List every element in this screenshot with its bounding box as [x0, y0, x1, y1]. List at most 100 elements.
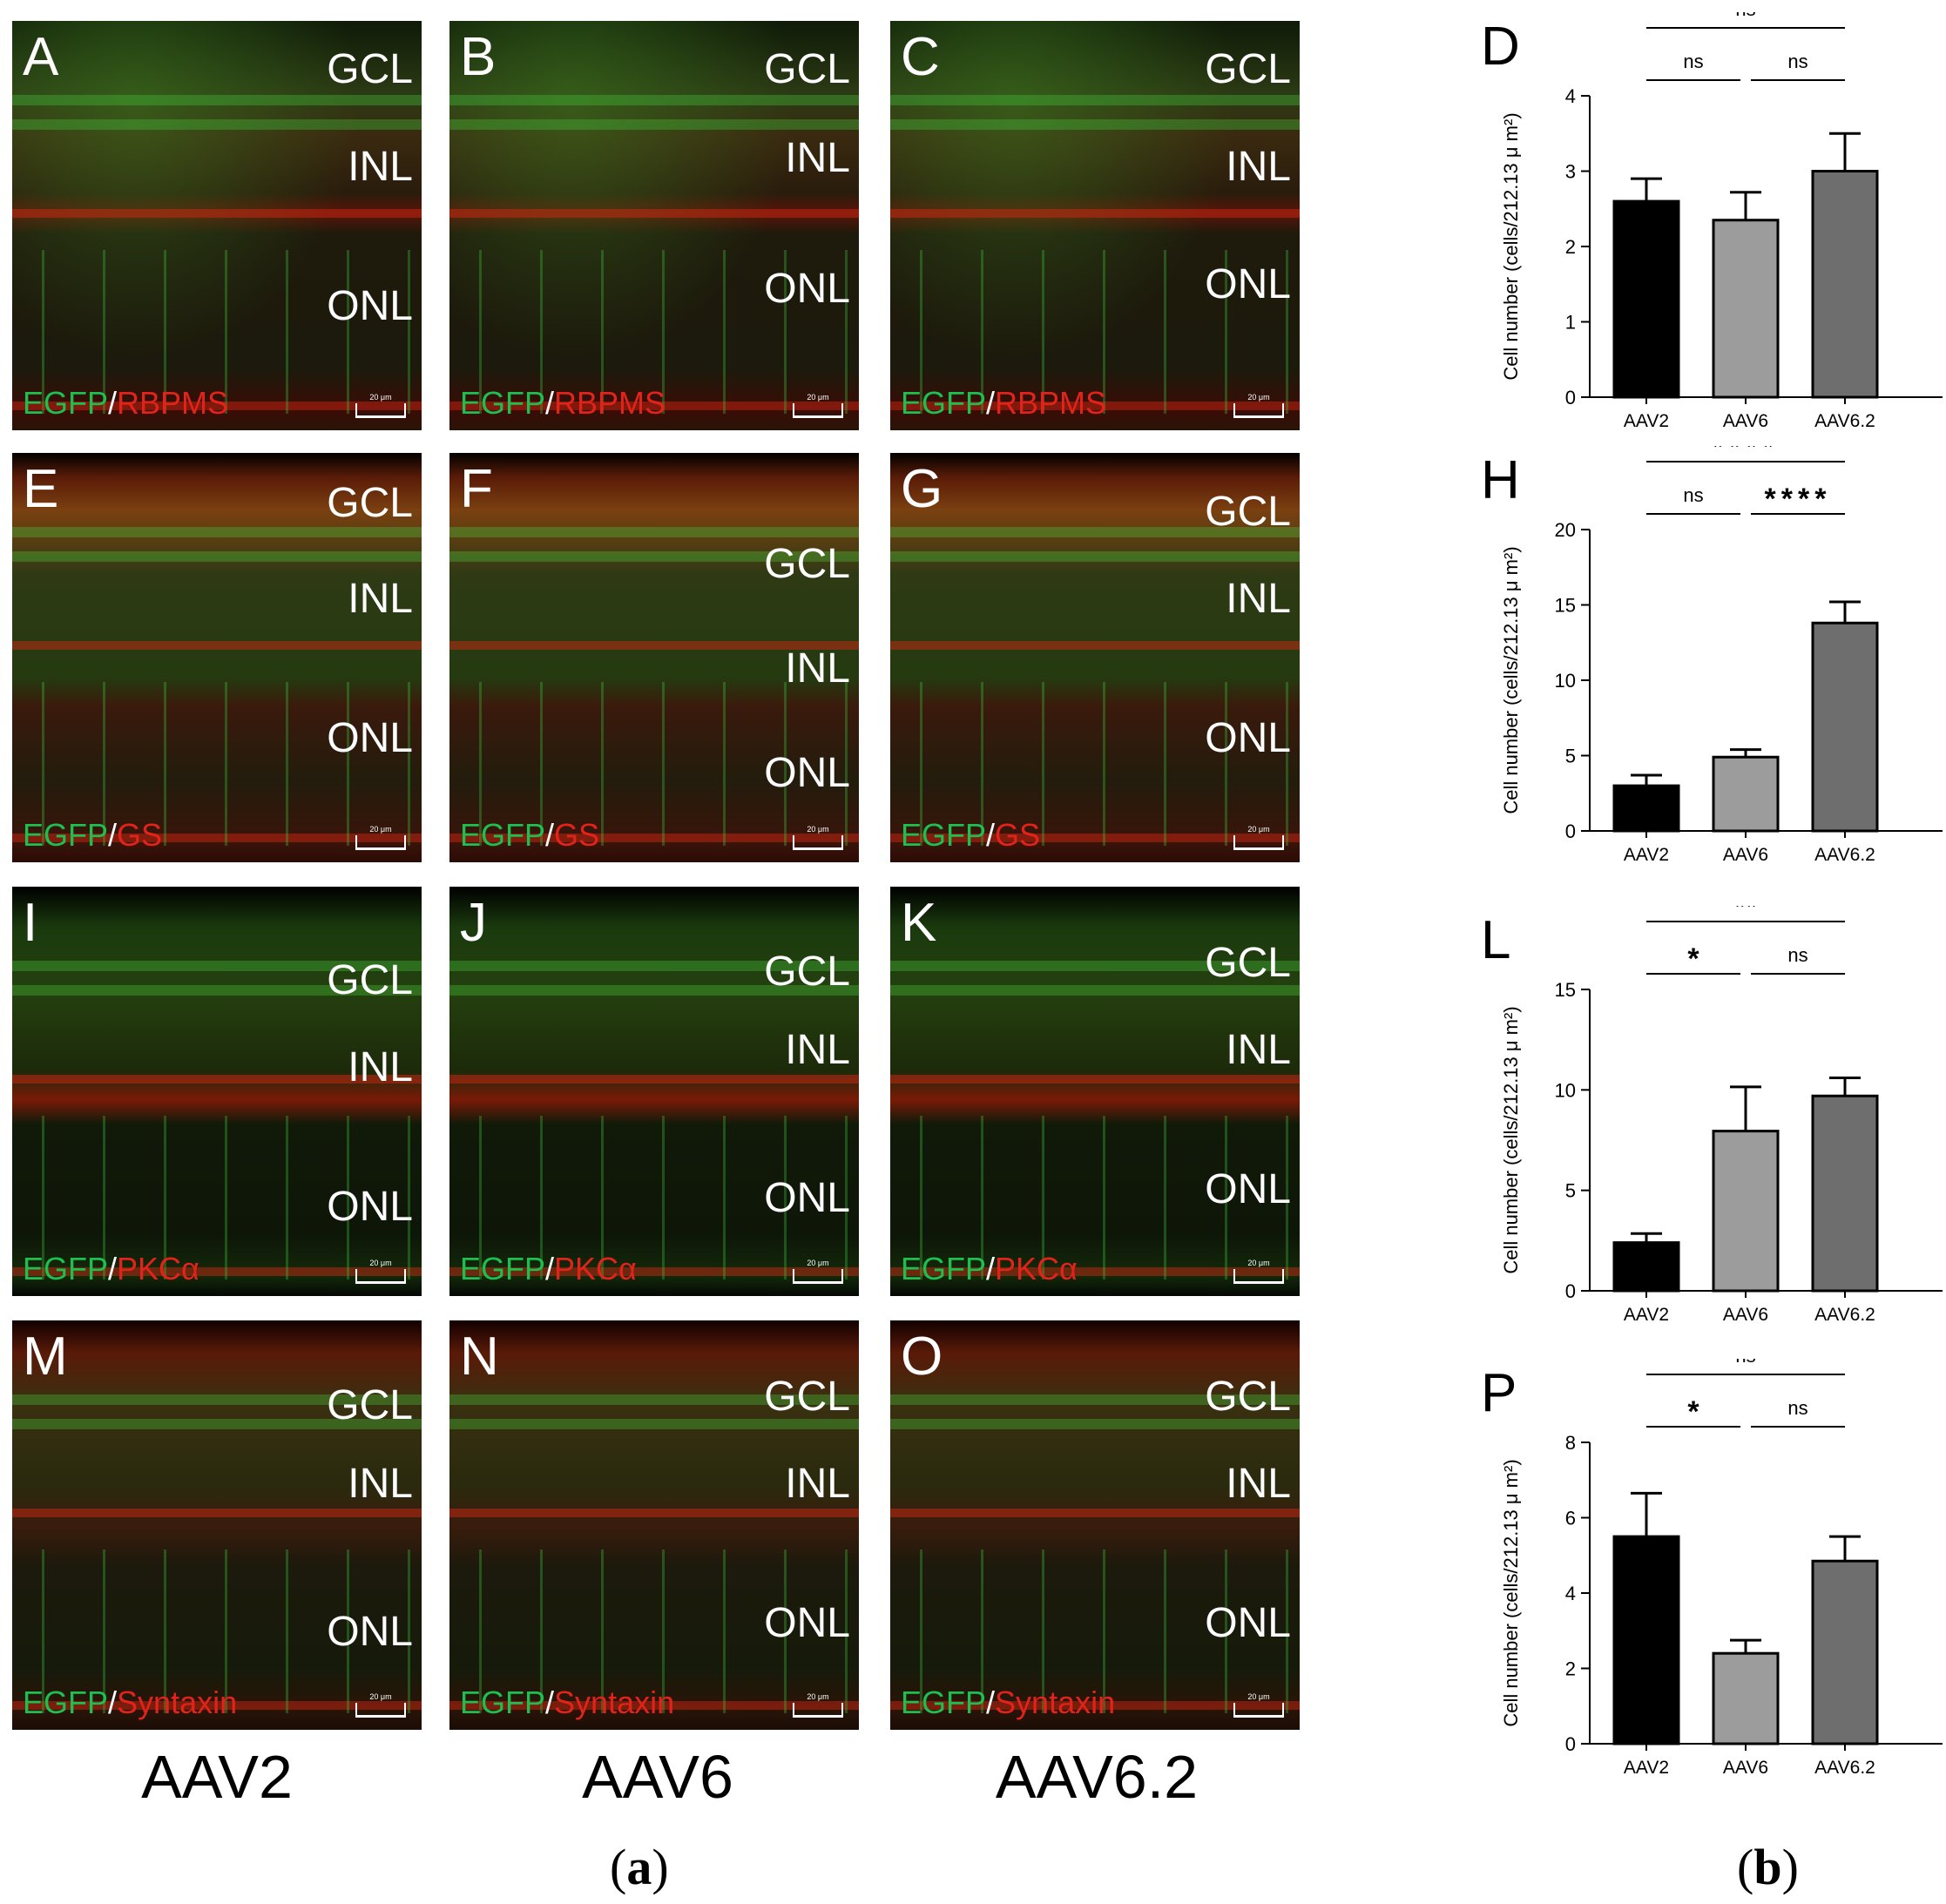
panel-letter: J	[460, 893, 487, 953]
stain-legend: EGFP/Syntaxin	[23, 1685, 237, 1721]
column-label-aav2: AAV2	[141, 1743, 293, 1811]
tissue-processes	[449, 1116, 859, 1280]
stain-slash: /	[108, 1685, 118, 1720]
stain-marker: Syntaxin	[117, 1685, 238, 1720]
layer-label-onl: ONL	[327, 1609, 413, 1655]
layer-label-gcl: GCL	[327, 480, 413, 526]
y-tick-label: 15	[1555, 595, 1576, 617]
micrograph-panel-f: F GCL INL ONL EGFP/GS 20 μm	[449, 453, 859, 862]
y-tick-label: 0	[1565, 1280, 1576, 1302]
layer-label-onl: ONL	[327, 715, 413, 761]
layer-label-inl: INL	[348, 576, 413, 622]
layer-label-inl: INL	[1226, 1461, 1291, 1507]
bar-chart-p: P Cell number (cells/212.13 μ m²) 0 2 4 6 8 AAV…	[1472, 1345, 1946, 1778]
panel-letter: K	[901, 893, 937, 953]
y-tick-label: 10	[1555, 1079, 1576, 1101]
layer-label-inl: INL	[348, 1461, 413, 1507]
stain-egfp: EGFP	[23, 385, 109, 421]
x-tick-label: AAV6.2	[1814, 1758, 1875, 1777]
tissue-processes	[12, 250, 422, 415]
y-tick-label: 4	[1565, 85, 1576, 107]
bar-chart-h: H Cell number (cells/212.13 μ m²) 0 5 10 15 20…	[1472, 430, 1946, 865]
stain-marker: RBPMS	[117, 385, 229, 421]
scale-bar: 20 μm	[1233, 393, 1284, 418]
micrograph-panel-c: C GCL INL ONL EGFP/RBPMS 20 μm	[890, 21, 1300, 430]
scale-bar-label: 20 μm	[369, 825, 392, 834]
tissue-band	[12, 94, 422, 105]
micrograph-panel-g: G GCL INL ONL EGFP/GS 20 μm	[890, 453, 1300, 862]
x-tick-label: AAV6.2	[1814, 845, 1875, 864]
stain-marker: GS	[554, 817, 600, 853]
tissue-band	[12, 1701, 422, 1711]
tissue-band	[449, 1394, 859, 1405]
significance-label: ns	[1683, 51, 1703, 72]
stain-marker: PKCα	[995, 1251, 1078, 1286]
scale-bar-label: 20 μm	[1247, 393, 1270, 402]
bar-aav6	[1712, 1130, 1780, 1293]
layer-label-gcl: GCL	[1205, 489, 1291, 535]
stain-slash: /	[545, 1251, 555, 1286]
tissue-band	[890, 1509, 1300, 1518]
micrograph-panel-j: J GCL INL ONL EGFP/PKCα 20 μm	[449, 887, 859, 1296]
scale-bar: 20 μm	[793, 393, 843, 418]
significance-label: ****	[1713, 446, 1780, 463]
stain-egfp: EGFP	[901, 1685, 987, 1720]
tissue-band	[449, 1509, 859, 1518]
stain-slash: /	[986, 1251, 996, 1286]
tissue-band	[12, 402, 422, 411]
stain-slash: /	[986, 817, 996, 853]
tissue-band	[890, 1418, 1300, 1429]
x-tick-label: AAV6	[1723, 411, 1768, 430]
tissue-processes	[890, 682, 1300, 847]
stain-marker: GS	[995, 817, 1041, 853]
layer-label-gcl: GCL	[764, 1374, 850, 1420]
scale-bar: 20 μm	[793, 825, 843, 850]
chart-svg: H Cell number (cells/212.13 μ m²) 0 5 10 15 20…	[1481, 430, 1943, 865]
bar-aav2	[1612, 199, 1680, 399]
stain-slash: /	[986, 385, 996, 421]
figure-label-a: (a)	[610, 1839, 669, 1895]
bar-chart-d: D Cell number (cells/212.13 μ m²) 0 1 2 3 4 AAV…	[1472, 0, 1946, 431]
tissue-band	[890, 402, 1300, 411]
tissue-band	[12, 1075, 422, 1084]
tissue-band	[12, 1394, 422, 1405]
chart-svg: P Cell number (cells/212.13 μ m²) 0 2 4 6 8 AAV…	[1481, 1345, 1943, 1778]
y-axis-label: Cell number (cells/212.13 μ m²)	[1500, 546, 1522, 814]
bar-aav2	[1612, 784, 1680, 833]
x-tick-label: AAV6.2	[1814, 1305, 1875, 1324]
layer-label-gcl: GCL	[327, 957, 413, 1003]
layer-label-gcl: GCL	[764, 541, 850, 587]
tissue-processes	[449, 682, 859, 847]
tissue-band	[449, 960, 859, 971]
tissue-band	[890, 1394, 1300, 1405]
stain-legend: EGFP/PKCα	[23, 1251, 199, 1287]
x-tick-label: AAV2	[1624, 845, 1669, 864]
stain-egfp: EGFP	[460, 385, 546, 421]
significance-label: ns	[1787, 1397, 1807, 1419]
y-tick-label: 20	[1555, 519, 1576, 541]
layer-label-inl: INL	[1226, 576, 1291, 622]
y-tick-label: 3	[1565, 161, 1576, 183]
scale-bar: 20 μm	[355, 1692, 406, 1718]
tissue-processes	[12, 1550, 422, 1714]
micrograph-panel-o: O GCL INL ONL EGFP/Syntaxin 20 μm	[890, 1320, 1300, 1730]
stain-legend: EGFP/Syntaxin	[901, 1685, 1115, 1721]
bar-aav6	[1712, 219, 1780, 399]
x-tick-label: AAV2	[1624, 411, 1669, 430]
layer-label-inl: INL	[1226, 144, 1291, 190]
layer-label-gcl: GCL	[327, 46, 413, 92]
y-tick-label: 0	[1565, 387, 1576, 408]
stain-legend: EGFP/GS	[23, 817, 162, 854]
scale-bar: 20 μm	[355, 1259, 406, 1284]
tissue-band	[449, 402, 859, 411]
stain-marker: Syntaxin	[554, 1685, 675, 1720]
panel-letter: B	[460, 27, 497, 87]
y-tick-label: 5	[1565, 746, 1576, 767]
bar-aav6	[1712, 755, 1780, 833]
x-tick-label: AAV6	[1723, 845, 1768, 864]
micrograph-panel-a: A GCL INL ONL EGFP/RBPMS 20 μm	[12, 21, 422, 430]
micrograph-panel-b: B GCL INL ONL EGFP/RBPMS 20 μm	[449, 21, 859, 430]
micrograph-panel-n: N GCL INL ONL EGFP/Syntaxin 20 μm	[449, 1320, 859, 1730]
panel-letter: M	[23, 1327, 68, 1387]
panel-letter: I	[23, 893, 38, 953]
